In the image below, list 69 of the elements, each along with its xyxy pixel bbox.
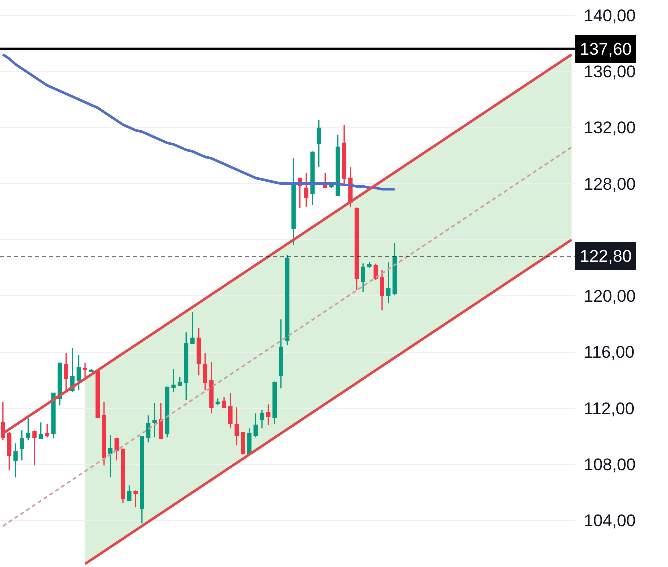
candlestick <box>292 158 296 246</box>
candlestick <box>158 402 164 440</box>
candlestick <box>228 392 233 430</box>
y-tick-label: 116,00 <box>584 343 635 362</box>
candlestick <box>108 435 113 478</box>
candlestick <box>216 398 220 406</box>
candlestick <box>361 262 366 294</box>
candlestick <box>96 370 100 420</box>
candlestick <box>342 124 347 186</box>
candlestick <box>196 328 202 376</box>
candlestick <box>76 354 82 392</box>
candlestick <box>146 414 151 444</box>
candlestick <box>392 242 398 296</box>
candlestick <box>222 397 226 410</box>
candlestick <box>380 270 384 312</box>
ref-line-label: 122,80 <box>580 247 632 266</box>
candlestick <box>64 352 68 392</box>
candlestick <box>354 207 360 292</box>
candlestick <box>32 430 37 466</box>
y-tick-label: 132,00 <box>584 118 636 138</box>
candlestick <box>102 402 106 466</box>
y-tick-label: 108,00 <box>584 456 636 474</box>
ref-line-label: 137,60 <box>580 40 632 59</box>
candlestick <box>234 406 240 446</box>
candlestick <box>52 392 56 440</box>
candlestick <box>165 386 170 438</box>
candlestick <box>14 443 18 478</box>
candlestick <box>172 368 176 394</box>
candlestick <box>367 262 372 269</box>
line-series <box>2 146 573 528</box>
candlestick <box>272 381 278 426</box>
candlestick <box>254 413 258 438</box>
y-tick-label: 136,00 <box>584 62 636 82</box>
candlestick <box>38 422 44 440</box>
candlestick <box>304 172 309 208</box>
y-tick-label: 112,00 <box>584 399 635 418</box>
candlestick <box>279 318 284 390</box>
candlestick <box>7 432 12 472</box>
candlestick <box>45 424 50 438</box>
candlestick <box>152 402 157 438</box>
line-series <box>2 53 574 435</box>
y-tick-label: 128,00 <box>584 174 636 194</box>
line-series <box>2 53 396 191</box>
candlestick <box>285 254 290 346</box>
candlestick <box>1 402 6 442</box>
candlestick <box>178 376 182 388</box>
candlestick <box>26 418 31 442</box>
candlestick <box>310 150 315 206</box>
candlestick <box>83 362 88 378</box>
candlestick <box>203 352 208 392</box>
candlestick <box>336 134 340 198</box>
candlestick <box>127 485 132 502</box>
y-tick-label: 140,00 <box>584 6 636 26</box>
candlestick <box>386 262 391 304</box>
y-tick-label: 104,00 <box>584 512 636 531</box>
candlestick <box>184 332 189 402</box>
candlestick <box>121 448 126 504</box>
y-tick-label: 120,00 <box>584 287 636 306</box>
candlestick <box>316 120 322 168</box>
candlestick <box>134 490 138 508</box>
candlestick <box>20 430 24 462</box>
candlestick <box>266 404 271 426</box>
candlestick <box>140 436 144 524</box>
candlestick <box>241 432 246 456</box>
candlestick <box>210 362 214 414</box>
line-series <box>84 238 574 566</box>
candlestick <box>260 410 264 430</box>
candlestick <box>190 312 195 344</box>
candlestick <box>114 437 120 462</box>
